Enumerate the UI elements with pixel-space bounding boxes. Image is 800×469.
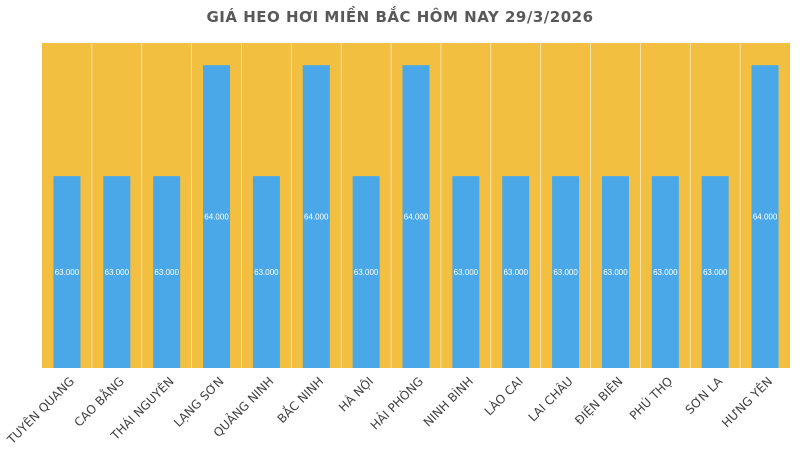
bar xyxy=(153,176,181,368)
bar xyxy=(601,176,629,368)
x-tick-label: LÀO CAI xyxy=(481,374,526,419)
x-tick-label: NINH BÌNH xyxy=(420,374,476,430)
data-label: 63.000 xyxy=(105,268,130,277)
x-tick-label: HƯNG YÊN xyxy=(718,374,775,431)
data-label: 63.000 xyxy=(154,268,179,277)
bar xyxy=(103,176,131,368)
data-label: 63.000 xyxy=(653,268,678,277)
data-label: 63.000 xyxy=(354,268,379,277)
data-label: 64.000 xyxy=(404,213,429,222)
data-label: 63.000 xyxy=(454,268,479,277)
data-label: 63.000 xyxy=(55,268,80,277)
x-tick-label: PHÚ THỌ xyxy=(626,374,675,423)
bar xyxy=(701,176,729,368)
x-tick-label: HÀ NỘI xyxy=(335,374,376,415)
bar xyxy=(751,65,779,369)
x-tick-label: BẮC NINH xyxy=(273,373,326,426)
x-tick-label: SƠN LA xyxy=(683,374,726,417)
data-label: 64.000 xyxy=(304,213,329,222)
data-label: 63.000 xyxy=(254,268,279,277)
x-tick-label: CAO BẰNG xyxy=(70,373,127,430)
bar xyxy=(302,65,330,369)
bar xyxy=(53,176,81,368)
x-tick-label: TUYÊN QUANG xyxy=(3,374,77,448)
bar xyxy=(203,65,231,369)
x-tick-label: LAI CHÂU xyxy=(525,374,576,425)
bar xyxy=(252,176,280,368)
bar xyxy=(651,176,679,368)
data-label: 64.000 xyxy=(204,213,229,222)
data-label: 63.000 xyxy=(603,268,628,277)
x-tick-label: ĐIỆN BIÊN xyxy=(571,374,625,428)
bar xyxy=(352,176,380,368)
chart-title: GIÁ HEO HƠI MIỀN BẮC HÔM NAY 29/3/2026 xyxy=(206,8,594,26)
data-label: 64.000 xyxy=(753,213,778,222)
data-label: 63.000 xyxy=(503,268,528,277)
data-label: 63.000 xyxy=(703,268,728,277)
x-tick-label: HẢI PHÒNG xyxy=(366,373,426,433)
bar xyxy=(502,176,530,368)
data-label: 63.000 xyxy=(553,268,578,277)
bar xyxy=(552,176,580,368)
bar xyxy=(402,65,430,369)
bar xyxy=(452,176,480,368)
